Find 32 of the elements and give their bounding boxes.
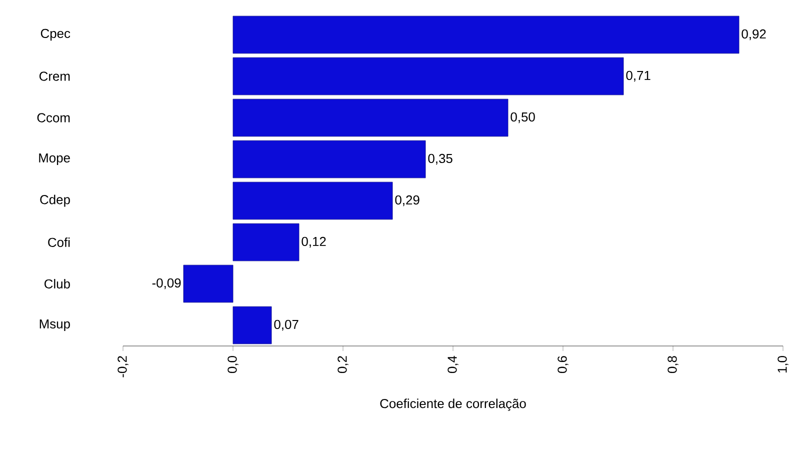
x-tick-label: 0,8: [668, 356, 678, 374]
x-tick-label: -0,2: [118, 356, 128, 378]
x-tick-label: 1,0: [778, 356, 788, 373]
data-label: 0,35: [428, 154, 452, 165]
bar: [232, 223, 300, 262]
data-label: -0,09: [152, 278, 181, 290]
data-label: 0,07: [274, 320, 298, 331]
y-tick-label: Cdep: [40, 194, 70, 207]
data-label: 0,71: [626, 70, 650, 82]
y-tick-label: Mope: [39, 153, 70, 166]
bar: [232, 182, 393, 220]
x-tick-label: 0,0: [228, 356, 238, 374]
bar: [232, 140, 426, 178]
y-tick-label: Cpec: [40, 28, 70, 41]
y-tick-label: Ccom: [37, 113, 70, 122]
y-tick-label: Crem: [39, 72, 70, 81]
x-tick-label: 0,6: [558, 356, 568, 374]
data-label: 0,29: [395, 195, 420, 206]
y-tick-label: Cofi: [48, 237, 70, 247]
bar: [183, 264, 234, 303]
bar: [232, 98, 508, 137]
y-tick-label: Club: [44, 278, 70, 288]
x-tick-label: 0,4: [448, 356, 458, 374]
bar: [232, 306, 272, 344]
bar: [232, 16, 740, 54]
data-label: 0,92: [742, 29, 766, 40]
x-axis-title: Coeficiente de correlação: [380, 398, 526, 411]
bar: [232, 57, 624, 96]
data-label: 0,12: [302, 236, 326, 248]
data-label: 0,50: [510, 112, 535, 124]
x-tick-label: 0,2: [338, 356, 348, 374]
y-tick-label: Msup: [40, 319, 70, 332]
